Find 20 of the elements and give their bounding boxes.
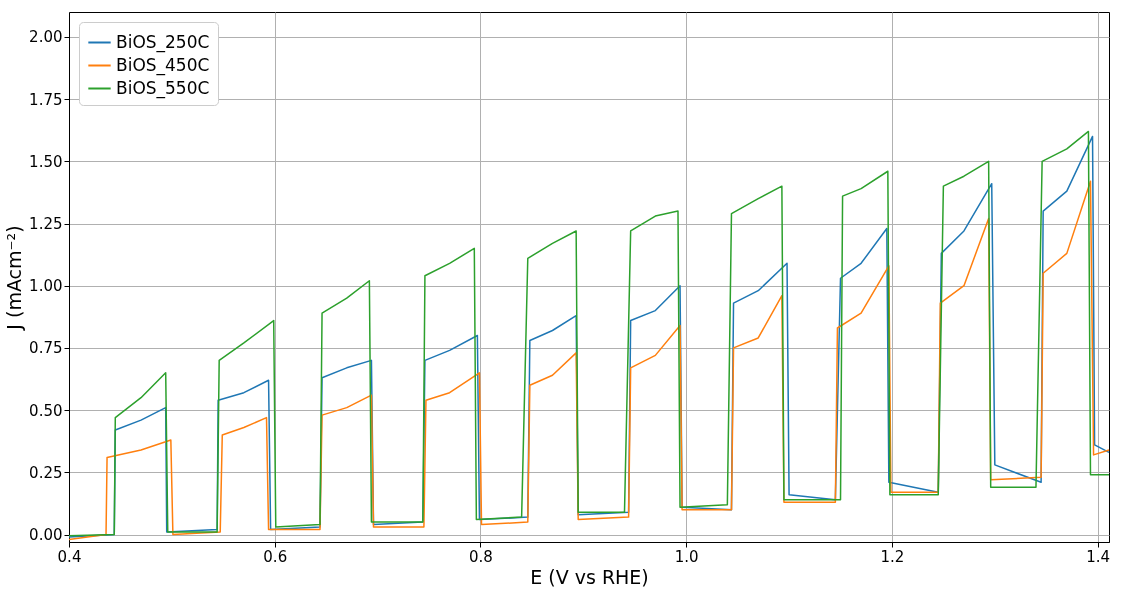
x-tick-label: 1.0 bbox=[674, 547, 699, 566]
y-tick-label: 2.00 bbox=[29, 28, 63, 47]
x-tick-label: 1.4 bbox=[1086, 547, 1111, 566]
y-tick-label: 1.75 bbox=[29, 90, 63, 109]
y-tick-label: 0.50 bbox=[29, 401, 63, 420]
x-tick-label: 0.6 bbox=[263, 547, 288, 566]
y-tick-label: 1.50 bbox=[29, 152, 63, 171]
y-axis-title: J (mAcm⁻²) bbox=[3, 225, 26, 331]
y-tick-label: 0.00 bbox=[29, 526, 63, 545]
legend-label: BiOS_450C bbox=[116, 54, 210, 76]
y-tick-label: 0.25 bbox=[29, 463, 63, 482]
x-tick-label: 0.8 bbox=[469, 547, 493, 566]
x-tick-label: 0.4 bbox=[57, 547, 82, 566]
x-axis-title: E (V vs RHE) bbox=[530, 565, 649, 588]
y-tick-label: 1.00 bbox=[29, 277, 63, 296]
legend-label: BiOS_550C bbox=[116, 77, 210, 99]
legend-label: BiOS_250C bbox=[116, 31, 210, 53]
x-tick-label: 1.2 bbox=[880, 547, 905, 566]
y-tick-label: 0.75 bbox=[29, 339, 63, 358]
y-tick-label: 1.25 bbox=[29, 215, 63, 233]
